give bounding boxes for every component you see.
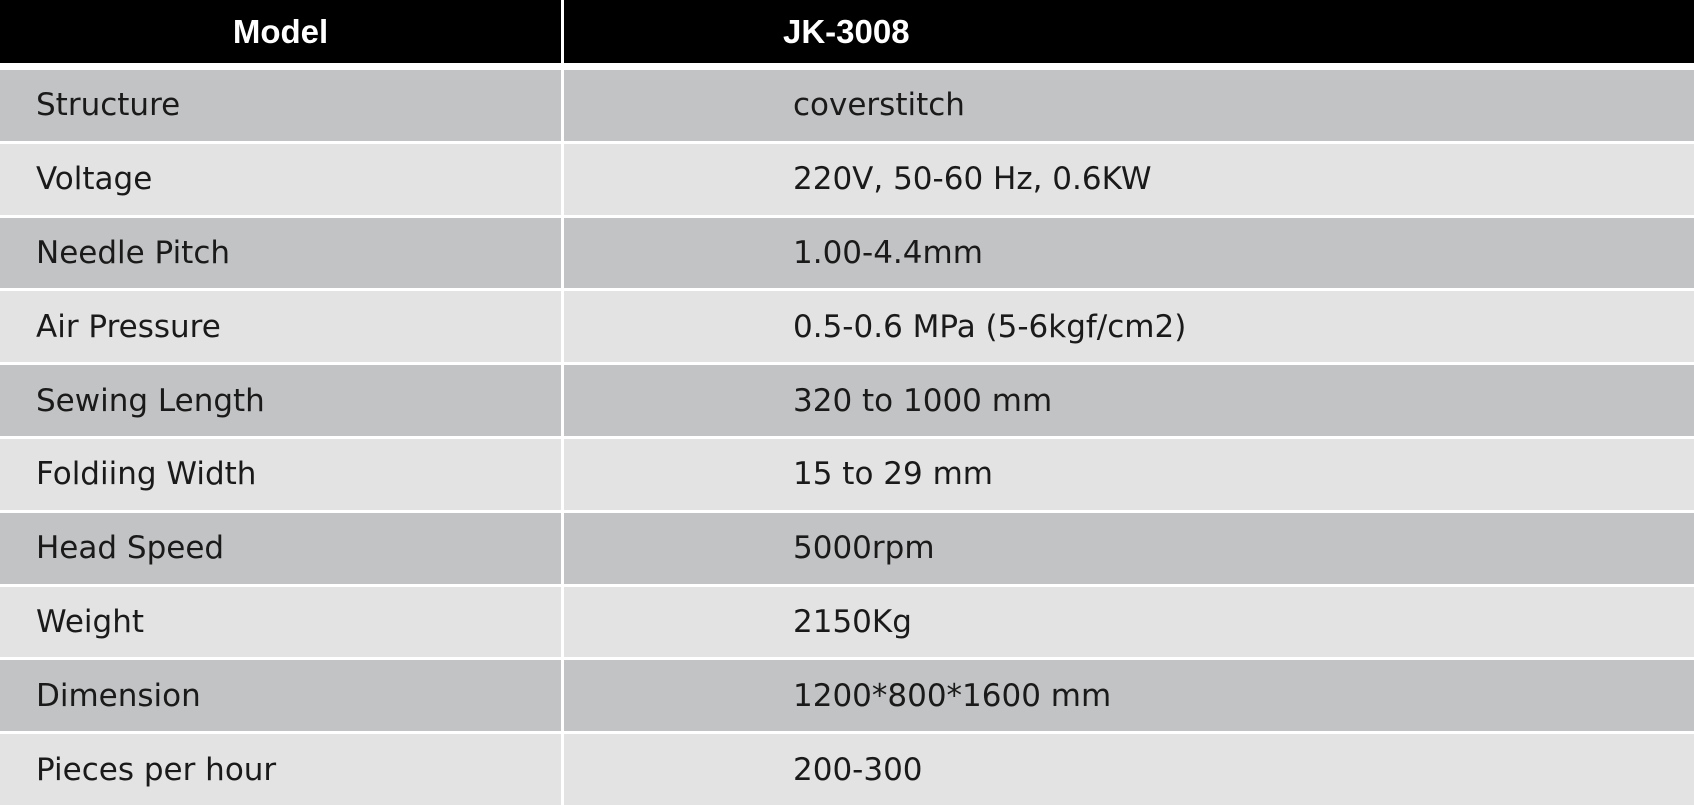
- row-value: 200-300: [564, 734, 1694, 805]
- row-value: 2150Kg: [564, 586, 1694, 658]
- column-divider: [561, 734, 564, 805]
- row-label: Foldiing Width: [0, 439, 561, 510]
- column-divider: [561, 0, 564, 63]
- column-divider: [561, 143, 564, 215]
- row-value: 0.5-0.6 MPa (5-6kgf/cm2): [564, 291, 1694, 363]
- column-divider: [561, 660, 564, 732]
- row-label: Needle Pitch: [0, 217, 561, 289]
- column-divider: [561, 291, 564, 363]
- row-value: 15 to 29 mm: [564, 439, 1694, 510]
- row-label: Voltage: [0, 143, 561, 215]
- table-row: Needle Pitch 1.00-4.4mm: [0, 217, 1694, 289]
- table-row: Foldiing Width 15 to 29 mm: [0, 439, 1694, 510]
- column-divider: [561, 217, 564, 289]
- row-label: Sewing Length: [0, 365, 561, 436]
- table-row: Voltage 220V, 50-60 Hz, 0.6KW: [0, 143, 1694, 215]
- row-value: 320 to 1000 mm: [564, 365, 1694, 436]
- row-value: 220V, 50-60 Hz, 0.6KW: [564, 143, 1694, 215]
- column-divider: [561, 70, 564, 141]
- table-row: Air Pressure 0.5-0.6 MPa (5-6kgf/cm2): [0, 291, 1694, 363]
- table-row: Weight 2150Kg: [0, 586, 1694, 658]
- column-divider: [561, 586, 564, 658]
- column-divider: [561, 365, 564, 436]
- table-row: Structure coverstitch: [0, 70, 1694, 141]
- row-label: Weight: [0, 586, 561, 658]
- column-divider: [561, 512, 564, 584]
- row-value: 1200*800*1600 mm: [564, 660, 1694, 732]
- table-header: Model JK-3008: [0, 0, 1694, 63]
- row-value: 1.00-4.4mm: [564, 217, 1694, 289]
- table-body: Structure coverstitch Voltage 220V, 50-60 H…: [0, 70, 1694, 805]
- table-row: Head Speed 5000rpm: [0, 512, 1694, 584]
- header-cell: JK-3008: [783, 12, 910, 50]
- row-label: Structure: [0, 70, 561, 141]
- column-divider: [561, 439, 564, 510]
- header-cell: Model: [232, 12, 329, 50]
- row-label: Dimension: [0, 660, 561, 732]
- row-label: Pieces per hour: [0, 734, 561, 805]
- row-label: Head Speed: [0, 512, 561, 584]
- row-value: 5000rpm: [564, 512, 1694, 584]
- row-value: coverstitch: [564, 70, 1694, 141]
- table-row: Pieces per hour 200-300: [0, 734, 1694, 805]
- table-row: Dimension 1200*800*1600 mm: [0, 660, 1694, 732]
- table-row: Sewing Length 320 to 1000 mm: [0, 365, 1694, 436]
- row-label: Air Pressure: [0, 291, 561, 363]
